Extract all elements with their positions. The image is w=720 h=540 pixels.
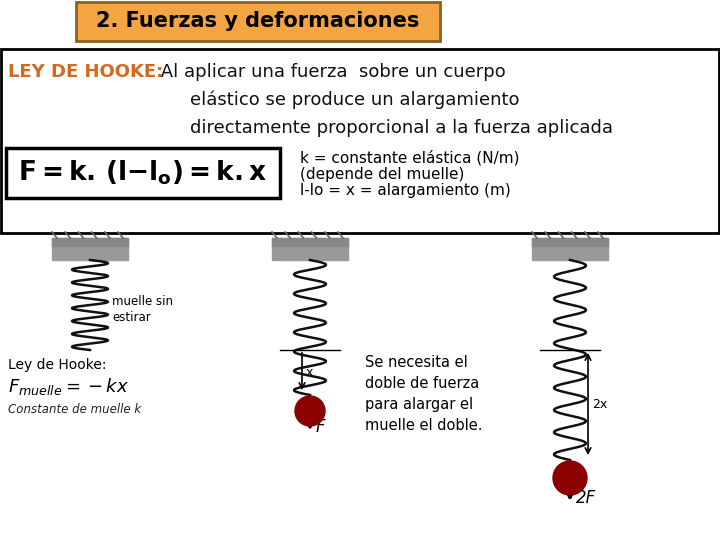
Text: LEY DE HOOKE:: LEY DE HOOKE: xyxy=(8,63,163,81)
Text: l-lo = x = alargamiento (m): l-lo = x = alargamiento (m) xyxy=(300,183,510,198)
Text: $F_{muelle} = -kx$: $F_{muelle} = -kx$ xyxy=(8,376,129,397)
Text: k = constante elástica (N/m): k = constante elástica (N/m) xyxy=(300,150,520,166)
Circle shape xyxy=(553,461,587,495)
Bar xyxy=(272,238,348,260)
Bar xyxy=(52,238,128,260)
Bar xyxy=(272,238,348,246)
Bar xyxy=(532,238,608,246)
Text: 2F: 2F xyxy=(576,489,596,507)
Bar xyxy=(532,238,608,260)
Text: directamente proporcional a la fuerza aplicada: directamente proporcional a la fuerza ap… xyxy=(190,119,613,137)
Text: 2x: 2x xyxy=(592,399,607,411)
Text: $\mathbf{F = k.\, (l{-}l_o) = k.x}$: $\mathbf{F = k.\, (l{-}l_o) = k.x}$ xyxy=(19,159,268,187)
Text: F: F xyxy=(316,418,325,436)
FancyBboxPatch shape xyxy=(76,2,440,41)
Text: (depende del muelle): (depende del muelle) xyxy=(300,166,464,181)
Bar xyxy=(52,238,128,246)
Text: elástico se produce un alargamiento: elástico se produce un alargamiento xyxy=(190,91,520,109)
FancyBboxPatch shape xyxy=(1,49,719,233)
Text: Se necesita el
doble de fuerza
para alargar el
muelle el doble.: Se necesita el doble de fuerza para alar… xyxy=(365,355,482,433)
Text: Ley de Hooke:: Ley de Hooke: xyxy=(8,358,107,372)
Text: Al aplicar una fuerza  sobre un cuerpo: Al aplicar una fuerza sobre un cuerpo xyxy=(155,63,505,81)
Circle shape xyxy=(295,396,325,426)
Text: muelle sin
estirar: muelle sin estirar xyxy=(112,295,173,324)
Text: Constante de muelle k: Constante de muelle k xyxy=(8,403,141,416)
Text: 2. Fuerzas y deformaciones: 2. Fuerzas y deformaciones xyxy=(96,11,420,31)
Text: x: x xyxy=(306,366,313,379)
FancyBboxPatch shape xyxy=(6,148,280,198)
